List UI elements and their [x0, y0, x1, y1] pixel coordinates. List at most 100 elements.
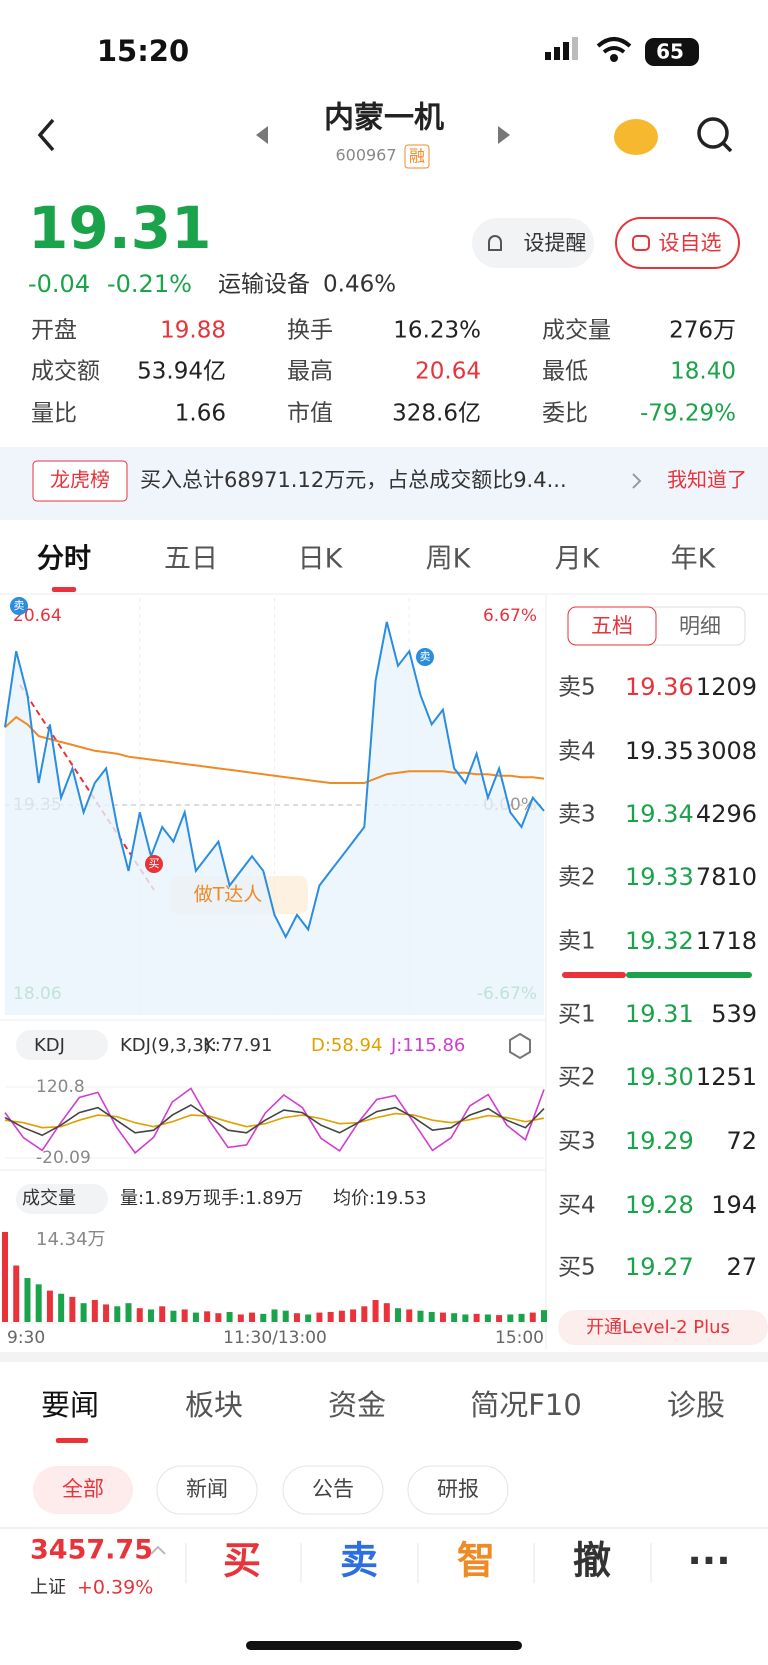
volume-bar: [473, 1313, 480, 1322]
volume-bar: [91, 1300, 98, 1322]
order-price: 19.27: [625, 1253, 694, 1281]
news-tab[interactable]: 资金: [328, 1388, 386, 1422]
volume-bar: [529, 1312, 536, 1322]
news-tab[interactable]: 诊股: [667, 1388, 725, 1422]
search-button[interactable]: [697, 117, 729, 149]
orderbook-tab[interactable]: 五档: [591, 614, 633, 638]
volume-bar: [305, 1314, 312, 1322]
filter-label[interactable]: 研报: [437, 1477, 479, 1501]
y-tick-label: -20.09: [36, 1148, 91, 1168]
volume-label[interactable]: 成交量: [22, 1188, 76, 1209]
volume-bar: [69, 1296, 76, 1322]
alert-button[interactable]: [472, 218, 594, 268]
filter-pill[interactable]: [407, 1465, 509, 1515]
volume-bar: [147, 1309, 154, 1322]
volume-bar: [35, 1284, 42, 1322]
volume-avg: 均价:19.53: [333, 1188, 427, 1209]
news-tab[interactable]: 板块: [185, 1388, 243, 1422]
volume-bar: [80, 1303, 87, 1322]
trade-marker: [416, 648, 434, 666]
volume-bar: [46, 1290, 53, 1322]
chart-tab[interactable]: 月K: [555, 544, 601, 575]
order-qty: 1251: [696, 1063, 757, 1091]
order-qty: 27: [726, 1253, 757, 1281]
order-price: 19.31: [625, 1000, 694, 1028]
kdj-label[interactable]: KDJ: [34, 1035, 65, 1056]
badge: [404, 144, 430, 169]
back-button[interactable]: [37, 118, 55, 152]
volume-bar: [518, 1313, 525, 1322]
kdj-line: [4, 1112, 545, 1129]
chart-tab[interactable]: 五日: [164, 544, 218, 575]
filter-label[interactable]: 公告: [312, 1477, 354, 1501]
stat-label: 开盘: [31, 318, 77, 344]
stat-value: 18.40: [670, 359, 736, 385]
chart-tab[interactable]: 年K: [671, 544, 717, 575]
chevron: [632, 473, 642, 489]
filter-label[interactable]: 全部: [62, 1477, 104, 1501]
action-button[interactable]: 智: [457, 1539, 495, 1583]
volume-bar: [439, 1312, 446, 1322]
volume-bar: [282, 1310, 289, 1322]
settings-button[interactable]: [509, 1032, 531, 1060]
trade-marker-label: 买: [149, 857, 160, 870]
action-button[interactable]: 卖: [340, 1539, 378, 1583]
mascot-icon[interactable]: [614, 119, 658, 155]
orderbook-tab[interactable]: 明细: [679, 614, 721, 638]
stat-value: 53.94亿: [137, 359, 226, 385]
badge-text: 融: [409, 147, 425, 166]
news-tab[interactable]: 要闻: [41, 1388, 99, 1422]
action-button[interactable]: 买: [223, 1539, 261, 1583]
trade-marker-label: 卖: [14, 599, 25, 612]
volume-bar: [406, 1309, 413, 1322]
action-button[interactable]: ···: [687, 1539, 730, 1583]
chart-tab[interactable]: 日K: [298, 544, 344, 575]
chart-tab[interactable]: 分时: [37, 544, 91, 575]
volume-bar: [170, 1310, 177, 1322]
tag-box: [32, 460, 128, 502]
order-label: 卖4: [558, 739, 596, 765]
search-button: [721, 141, 733, 153]
ratio-bar: [626, 972, 752, 978]
avg-line: [4, 715, 545, 784]
volume-bar: [350, 1309, 357, 1322]
tab-indicator: [52, 587, 76, 592]
promo-text[interactable]: 做T达人: [194, 884, 263, 906]
filter-pill[interactable]: [282, 1465, 384, 1515]
order-label: 卖3: [558, 802, 596, 828]
stat-value: 1.66: [175, 401, 226, 427]
next-stock[interactable]: [498, 126, 510, 144]
y-tick-label: 120.8: [36, 1077, 85, 1097]
index-name: 上证: [30, 1577, 66, 1598]
order-price: 19.29: [625, 1127, 694, 1155]
filter-label[interactable]: 新闻: [186, 1477, 228, 1501]
watchlist-button[interactable]: [615, 217, 740, 269]
volume-bar: [215, 1313, 222, 1322]
tab-indicator: [56, 1438, 88, 1443]
bell-icon: [488, 235, 502, 251]
signal-icon: [545, 37, 578, 60]
volume-bar: [507, 1314, 514, 1322]
volume-bar: [417, 1310, 424, 1322]
stat-value: 19.88: [160, 318, 226, 344]
filter-pill[interactable]: [156, 1465, 258, 1515]
upgrade-button[interactable]: [558, 1310, 768, 1345]
volume-bar: [2, 1232, 8, 1322]
stat-label: 成交额: [31, 359, 100, 385]
news-tab[interactable]: 简况F10: [470, 1388, 582, 1422]
volume-selector[interactable]: [16, 1184, 108, 1214]
order-price: 19.35: [625, 737, 694, 765]
orderbook-tab-active[interactable]: [567, 606, 657, 646]
action-button[interactable]: 撤: [573, 1539, 611, 1583]
watchlist-label[interactable]: 设自选: [659, 231, 722, 255]
x-tick-label: 11:30/13:00: [223, 1328, 327, 1348]
banner-action[interactable]: 我知道了: [667, 468, 747, 492]
prev-stock[interactable]: [256, 126, 268, 144]
chart-tab[interactable]: 周K: [426, 544, 472, 575]
index-value[interactable]: 3457.75: [30, 1535, 153, 1566]
volume-bar: [204, 1311, 211, 1322]
filter-pill[interactable]: [33, 1466, 133, 1514]
kdj-selector[interactable]: [16, 1030, 108, 1060]
upgrade-label[interactable]: 开通Level-2 Plus: [586, 1317, 730, 1338]
alert-label[interactable]: 设提醒: [524, 231, 587, 255]
